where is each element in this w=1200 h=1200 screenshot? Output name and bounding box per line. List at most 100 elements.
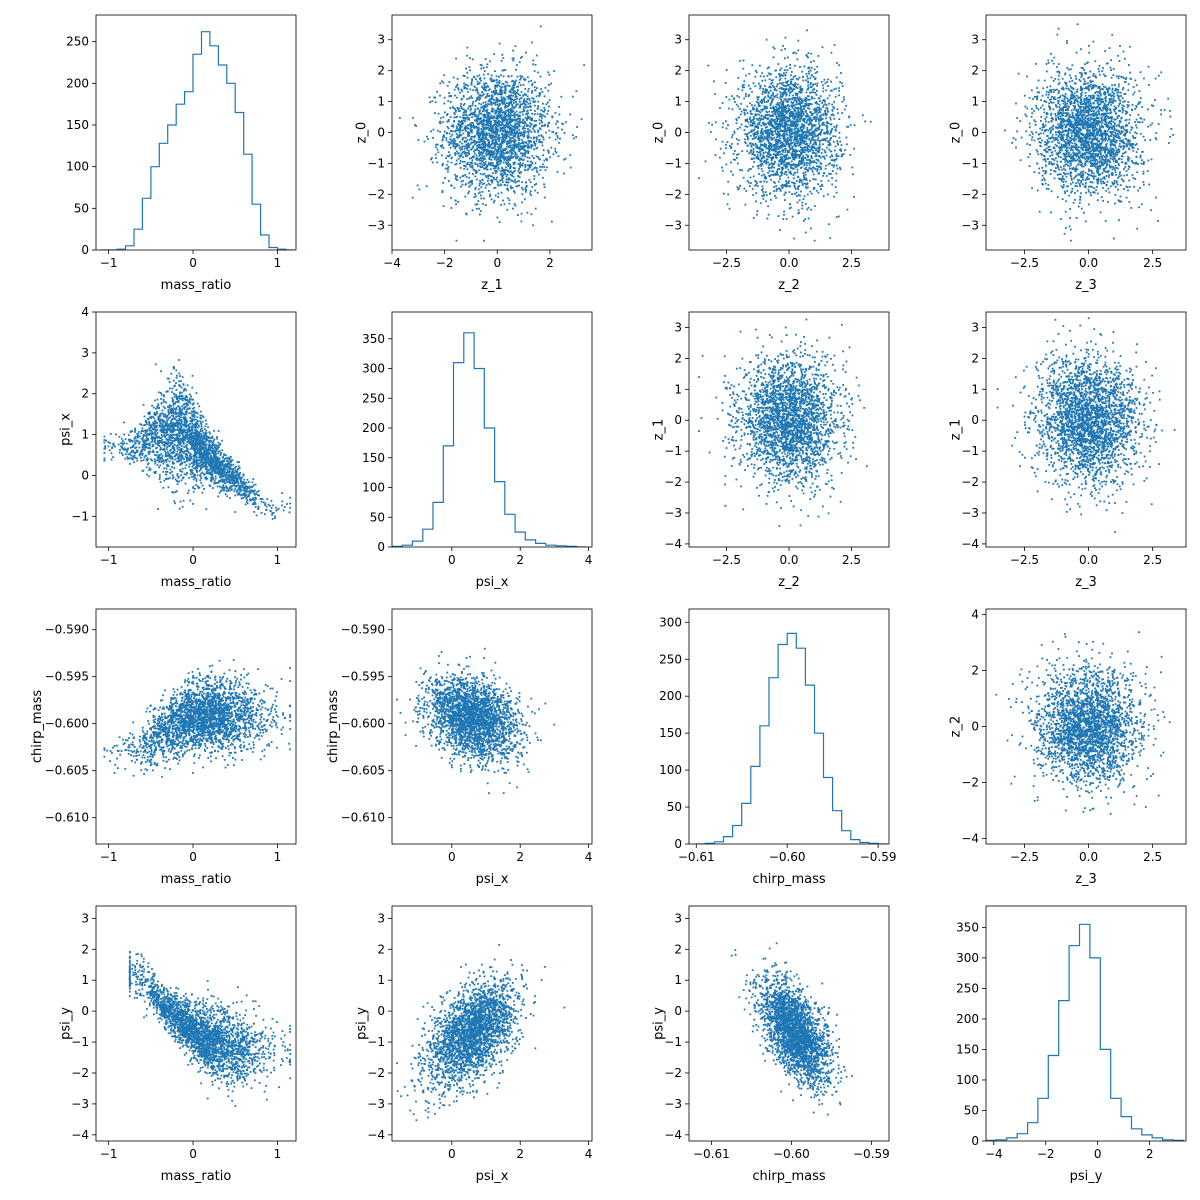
scatter-point (504, 111, 507, 114)
scatter-point (531, 168, 534, 171)
scatter-point (502, 169, 505, 172)
scatter-point (484, 161, 487, 163)
scatter-point (848, 116, 851, 119)
scatter-point (784, 81, 787, 84)
scatter-point (481, 136, 484, 138)
scatter-point (778, 187, 780, 190)
scatter-point (801, 183, 804, 185)
scatter-point (543, 183, 545, 186)
scatter-point (484, 166, 487, 169)
scatter-point (494, 194, 497, 197)
scatter-point (548, 99, 551, 102)
scatter-point (771, 81, 774, 84)
scatter-point (501, 69, 504, 72)
scatter-point (540, 135, 543, 138)
scatter-point (785, 94, 788, 97)
scatter-point (504, 80, 507, 83)
scatter-point (784, 158, 787, 161)
scatter-point (429, 101, 432, 103)
scatter-point (737, 77, 740, 79)
scatter-point (760, 167, 763, 170)
scatter-point (767, 146, 770, 149)
scatter-point (520, 121, 523, 124)
scatter-point (443, 136, 445, 138)
scatter-point (783, 213, 785, 216)
scatter-point (767, 147, 770, 150)
scatter-point (740, 110, 743, 113)
scatter-point (452, 130, 454, 133)
scatter-point (791, 156, 794, 159)
scatter-point (773, 136, 776, 139)
scatter-point (793, 192, 796, 195)
scatter-point (486, 138, 488, 141)
scatter-point (767, 155, 770, 158)
scatter-point (799, 178, 801, 181)
scatter-point (781, 149, 784, 152)
scatter-point (508, 103, 510, 105)
scatter-point (819, 100, 821, 102)
scatter-point (803, 176, 805, 178)
scatter-point (764, 79, 767, 82)
scatter-point (792, 97, 795, 99)
scatter-point (548, 84, 550, 86)
scatter-point (786, 165, 789, 168)
scatter-point (835, 191, 838, 194)
scatter-point (802, 198, 805, 201)
scatter-point (467, 142, 470, 145)
scatter-point (463, 87, 466, 90)
scatter-point (518, 159, 520, 162)
scatter-point (513, 141, 516, 143)
scatter-point (788, 207, 791, 210)
scatter-point (453, 88, 456, 91)
scatter-point (512, 57, 515, 60)
scatter-point (529, 164, 531, 166)
scatter-point (500, 93, 503, 96)
scatter-point (503, 91, 506, 94)
scatter-point (477, 133, 480, 136)
scatter-point (529, 139, 532, 142)
scatter-point (518, 168, 520, 170)
scatter-point (744, 138, 746, 141)
scatter-point (529, 104, 532, 107)
scatter-point (735, 122, 738, 125)
scatter-point (793, 172, 796, 175)
scatter-point (495, 109, 498, 112)
scatter-point (502, 69, 505, 72)
scatter-point (519, 94, 521, 97)
scatter-point (439, 122, 442, 125)
scatter-point (731, 108, 734, 111)
scatter-point (512, 135, 515, 137)
scatter-point (771, 125, 773, 127)
scatter-point (819, 117, 822, 120)
scatter-point (485, 168, 488, 170)
scatter-point (797, 209, 800, 212)
scatter-point (823, 99, 826, 101)
scatter-point (471, 161, 473, 164)
scatter-point (789, 108, 791, 111)
scatter-point (780, 156, 782, 158)
scatter-point (536, 87, 538, 89)
scatter-point (733, 131, 736, 134)
scatter-point (799, 112, 802, 115)
scatter-point (485, 184, 488, 186)
scatter-point (781, 122, 783, 125)
scatter-point (797, 112, 800, 115)
scatter-point (478, 169, 481, 172)
scatter-point (840, 150, 843, 152)
scatter-point (763, 99, 766, 101)
scatter-point (818, 103, 820, 106)
scatter-point (514, 139, 517, 142)
scatter-point (807, 169, 809, 171)
scatter-point (758, 122, 760, 125)
scatter-point (771, 131, 773, 133)
scatter-point (786, 117, 789, 120)
scatter-point (833, 117, 836, 120)
scatter-point (505, 156, 508, 159)
scatter-point (460, 146, 463, 149)
scatter-point (509, 163, 511, 166)
scatter-point (470, 157, 473, 159)
scatter-point (488, 122, 490, 124)
scatter-point (475, 154, 478, 157)
scatter-point (521, 193, 524, 196)
scatter-point (465, 140, 467, 143)
